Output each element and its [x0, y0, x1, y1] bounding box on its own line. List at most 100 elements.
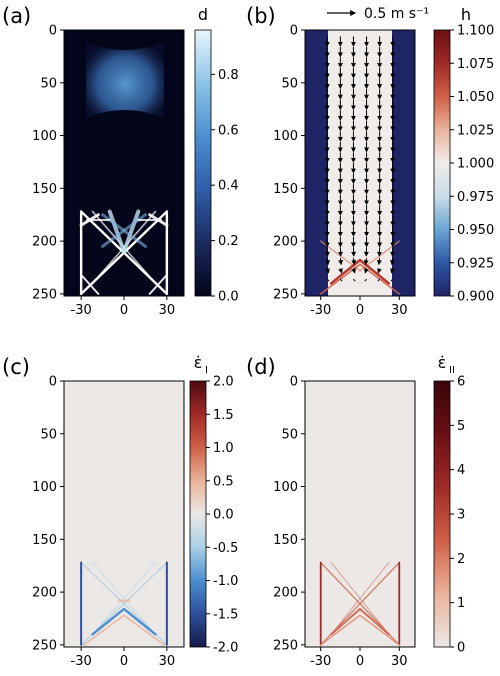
x-tick-label: -30 [310, 303, 331, 318]
heatmap-d [305, 381, 415, 647]
y-tick-label: 100 [32, 129, 57, 144]
y-tick-label: 0 [49, 375, 57, 390]
velocity-arrow [376, 257, 382, 266]
colorbar-title-c: ε̇ [194, 353, 203, 372]
colorbar-tick-label: 0.950 [457, 223, 494, 238]
colorbar-tick-label: 1.075 [457, 57, 494, 72]
fracture-line [330, 608, 361, 636]
fracture-line [330, 562, 390, 635]
velocity-arrow [363, 257, 369, 266]
fracture-line [92, 562, 156, 635]
x-tick-label: -30 [71, 654, 92, 669]
colorbar-tick-label: 0.2 [218, 234, 239, 249]
colorbar-tick-label: 5 [457, 419, 465, 434]
x-tick-label: 0 [120, 303, 128, 318]
y-tick-label: 150 [273, 182, 298, 197]
colorbar-tick-label: 1.0 [213, 441, 234, 456]
heatmap-c-background [64, 381, 184, 647]
y-tick-label: 50 [281, 427, 298, 442]
y-tick-label: 150 [32, 533, 57, 548]
x-tick-label: 30 [159, 303, 176, 318]
panel-d: (d) 0 50 100 150 200 250 -30 0 30 0 1 2 3 4 5 6 ε̇ II [246, 353, 465, 669]
colorbar-subscript-d: II [449, 365, 455, 376]
colorbar-tick-label: 0.4 [218, 179, 239, 194]
ice-region [328, 30, 392, 296]
velocity-arrow [338, 257, 344, 266]
fracture-line [80, 273, 100, 295]
colorbar-ticks-a: 0.0 0.2 0.4 0.6 0.8 [211, 68, 239, 305]
velocity-arrow [377, 268, 382, 274]
colorbar-tick-label: -1.0 [213, 574, 238, 589]
heatmap-b [305, 30, 415, 296]
ocean-right [391, 30, 415, 296]
colorbar-tick-label: 1.5 [213, 408, 234, 423]
y-tick-label: 250 [32, 287, 57, 302]
y-tick-label: 50 [40, 427, 57, 442]
colorbar-tick-label: 1 [457, 596, 465, 611]
colorbar-tick-label: 0.6 [218, 123, 239, 138]
y-tick-label: 150 [32, 182, 57, 197]
y-tick-label: 250 [273, 638, 298, 653]
velocity-arrow [389, 257, 395, 266]
heatmap-c [64, 381, 184, 647]
y-tick-label: 200 [273, 235, 298, 250]
panel-b: (b) 0 50 100 150 200 250 -30 0 30 0.900 0.925 0.95… [246, 4, 494, 318]
y-tick-label: 0 [49, 24, 57, 39]
y-tick-label: 50 [40, 76, 57, 91]
colorbar-tick-label: 3 [457, 508, 465, 523]
colorbar-tick-label: 0.0 [213, 508, 234, 523]
colorbar-a [194, 29, 212, 297]
colorbar-tick-label: -1.5 [213, 607, 238, 622]
fracture-line [359, 608, 390, 636]
fractures-a [79, 209, 169, 296]
fracture-line [148, 273, 168, 295]
colorbar-ticks-c: -2.0 -1.5 -1.0 -0.5 0.0 0.5 1.0 1.5 2.0 [206, 375, 238, 656]
velocity-arrow [325, 257, 331, 266]
axes-c: 0 50 100 150 200 250 -30 0 30 [32, 375, 185, 669]
colorbar-tick-label: 1.025 [457, 123, 494, 138]
y-tick-label: 200 [32, 586, 57, 601]
colorbar-tick-label: 4 [457, 463, 465, 478]
fracture-line [359, 614, 400, 646]
velocity-arrow [338, 268, 343, 274]
y-tick-label: 250 [273, 287, 298, 302]
y-tick-label: 100 [32, 480, 57, 495]
colorbar-tick-label: -0.5 [213, 541, 238, 556]
colorbar-tick-label: 0 [457, 641, 465, 656]
colorbar-ticks-b: 0.900 0.925 0.950 0.975 1.000 1.025 1.050 1.075… [450, 24, 494, 305]
fracture-line [122, 607, 157, 636]
heatmap-a [64, 30, 184, 296]
y-tick-label: 100 [273, 129, 298, 144]
colorbar-tick-label: 1.100 [457, 24, 494, 39]
colorbar-tick-label: 2 [457, 552, 465, 567]
colorbar-tick-label: 0.900 [457, 290, 494, 305]
colorbar-title-b: h [461, 5, 471, 24]
fracture-line [122, 209, 141, 254]
quiver-key-label: 0.5 m s⁻¹ [364, 6, 429, 22]
axes-b: 0 50 100 150 200 250 -30 0 30 [273, 24, 416, 318]
velocity-arrow [390, 278, 394, 282]
y-tick-label: 200 [32, 235, 57, 250]
colorbar-title-a: d [198, 5, 208, 24]
velocity-arrow [351, 257, 357, 266]
x-tick-label: 30 [391, 654, 408, 669]
colorbar-tick-label: 2.0 [213, 375, 234, 390]
x-tick-label: 30 [159, 654, 176, 669]
colorbar-tick-label: 0.975 [457, 190, 494, 205]
colorbar-tick-label: 0.8 [218, 68, 239, 83]
y-tick-label: 250 [32, 638, 57, 653]
panel-label-d: (d) [246, 355, 276, 379]
fracture-line [92, 562, 156, 635]
velocity-arrow [364, 278, 367, 282]
x-tick-label: -30 [71, 303, 92, 318]
x-tick-label: 0 [356, 303, 364, 318]
colorbar-b [433, 29, 451, 297]
axes-a: 0 50 100 150 200 250 -30 0 30 [32, 24, 185, 318]
colorbar-tick-label: 1.050 [457, 90, 494, 105]
axes-d: 0 50 100 150 200 250 -30 0 30 [273, 375, 416, 669]
velocity-arrow [326, 278, 330, 282]
colorbar-c [189, 380, 207, 648]
colorbar-tick-label: 6 [457, 375, 465, 390]
colorbar-tick-label: 1.000 [457, 157, 494, 172]
